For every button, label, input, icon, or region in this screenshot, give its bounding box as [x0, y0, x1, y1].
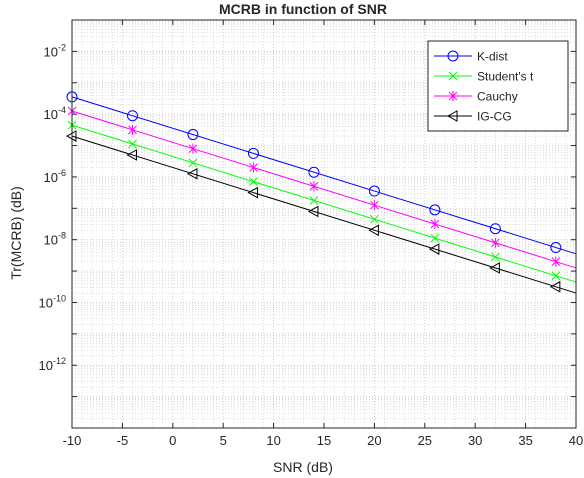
marker-stroke — [448, 71, 458, 81]
y-tick-labels: 10-2 10-4 10-6 10-8 10-10 10-12 — [39, 42, 66, 373]
data-point — [368, 185, 380, 197]
legend-label: K-dist — [477, 50, 508, 64]
data-point — [370, 200, 379, 211]
data-point — [549, 280, 561, 293]
marker-stroke — [309, 196, 319, 205]
data-point — [428, 243, 440, 255]
data-point — [249, 177, 258, 186]
data-point — [188, 158, 198, 168]
data-point — [550, 242, 562, 254]
data-point — [126, 110, 138, 122]
data-point — [489, 262, 500, 274]
legend-label: Cauchy — [477, 90, 518, 104]
data-point — [489, 223, 501, 235]
data-point — [551, 271, 561, 281]
chart-title: MCRB in function of SNR — [219, 1, 387, 17]
data-point — [370, 214, 379, 224]
y-axis-label: Tr(MCRB) (dB) — [8, 186, 24, 280]
legend-marker — [446, 110, 458, 122]
data-point — [186, 167, 198, 180]
data-point — [491, 237, 500, 248]
x-tick-label: -10 — [63, 433, 82, 448]
legend-entry: Cauchy — [434, 90, 518, 104]
marker-stroke — [188, 158, 198, 168]
x-tick-label: -5 — [117, 433, 129, 448]
legend-entry: Student's t — [434, 70, 534, 84]
axes-frame — [71, 19, 577, 429]
data-point — [430, 233, 440, 243]
x-tick-label: 20 — [367, 433, 381, 448]
series-k-dist — [66, 91, 577, 255]
series-layer — [65, 91, 577, 294]
data-point — [309, 181, 319, 192]
x-axis-label: SNR (dB) — [273, 459, 333, 475]
y-tick-label: 10-12 — [39, 356, 66, 373]
x-tick-label: 0 — [169, 433, 176, 448]
x-tick-label: 5 — [220, 433, 227, 448]
data-point — [430, 219, 440, 229]
series-line — [71, 124, 577, 283]
series-line — [71, 110, 577, 269]
legend: K-dist Student's t Cauchy IG-CG — [427, 40, 569, 132]
legend-entry: K-dist — [434, 50, 508, 64]
y-tick-label: 10-6 — [44, 168, 66, 185]
legend-label: Student's t — [477, 70, 534, 84]
y-tick-label: 10-2 — [44, 42, 66, 59]
y-tick-label: 10-8 — [44, 231, 66, 248]
marker-stroke — [491, 252, 500, 262]
data-point — [307, 205, 319, 218]
y-tick-label: 10-10 — [39, 293, 66, 310]
data-point — [308, 166, 320, 178]
data-point — [188, 143, 198, 154]
data-point — [368, 224, 379, 237]
x-tick-label: 25 — [418, 433, 432, 448]
data-point — [491, 252, 500, 262]
data-point — [429, 204, 441, 216]
data-point — [128, 139, 137, 149]
marker-stroke — [430, 233, 440, 243]
x-tick-label: 15 — [317, 433, 331, 448]
legend-marker — [448, 91, 458, 101]
marker-stroke — [370, 214, 379, 224]
x-tick-label: 30 — [468, 433, 482, 448]
x-tick-label: 35 — [518, 433, 532, 448]
legend-entry: IG-CG — [434, 110, 512, 124]
y-tick-label: 10-4 — [44, 105, 66, 122]
data-point — [128, 124, 137, 135]
legend-label: IG-CG — [477, 110, 512, 124]
legend-marker — [447, 50, 459, 62]
data-point — [247, 186, 258, 199]
legend-marker — [448, 71, 458, 81]
data-point — [551, 256, 561, 267]
x-tick-labels: -10 -5 0 5 10 15 20 25 30 35 40 — [63, 433, 584, 448]
x-tick-label: 40 — [569, 433, 583, 448]
data-point — [187, 129, 199, 141]
marker-stroke — [551, 271, 561, 281]
data-point — [309, 196, 319, 205]
series-cauchy — [67, 106, 577, 269]
data-point — [126, 149, 137, 161]
x-tick-label: 10 — [266, 433, 280, 448]
series-line — [71, 96, 577, 255]
marker-stroke — [128, 139, 137, 149]
marker-stroke — [249, 177, 258, 186]
data-point — [249, 162, 258, 173]
data-point — [247, 147, 259, 159]
